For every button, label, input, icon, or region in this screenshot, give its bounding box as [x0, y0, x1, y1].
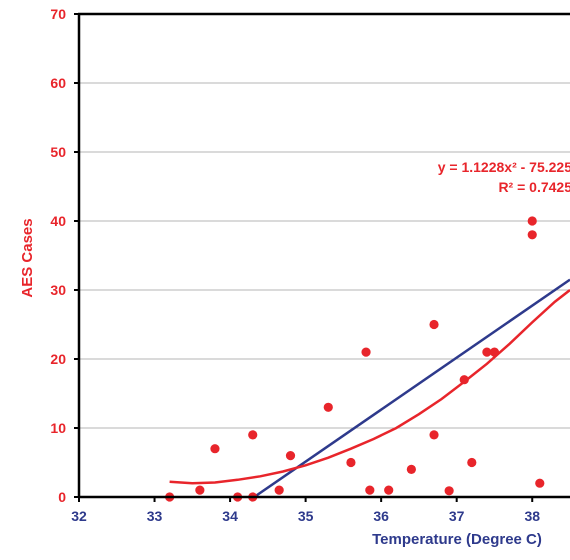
y-axis-title: AES Cases — [19, 218, 36, 297]
axes — [74, 12, 570, 502]
y-tick-label-10: 10 — [50, 420, 66, 436]
y-tick-label-40: 40 — [50, 213, 66, 229]
data-point-2 — [210, 444, 220, 454]
data-point-18 — [467, 457, 477, 468]
data-point-22 — [527, 230, 537, 240]
x-tick-label-35: 35 — [298, 508, 314, 524]
trend-lines — [169, 278, 570, 499]
data-point-7 — [285, 451, 296, 461]
r-squared-annotation: R² = 0.7425 — [498, 179, 570, 195]
data-point-12 — [384, 485, 394, 495]
x-tick-label-34: 34 — [222, 508, 238, 524]
data-point-5 — [248, 430, 258, 440]
y-tick-label-60: 60 — [50, 75, 66, 91]
data-point-10 — [361, 347, 371, 357]
y-tick-label-20: 20 — [50, 351, 66, 367]
y-tick-label-0: 0 — [58, 489, 66, 505]
data-point-20 — [489, 347, 500, 357]
x-tick-label-33: 33 — [147, 508, 163, 524]
data-point-6 — [274, 485, 284, 495]
polynomial-trend-line — [169, 289, 570, 485]
data-point-19 — [482, 347, 492, 357]
y-tick-labels: 0 10 20 30 40 50 60 70 — [50, 6, 66, 505]
data-point-16 — [444, 486, 454, 496]
x-tick-label-37: 37 — [449, 508, 465, 524]
data-point-9 — [346, 457, 356, 468]
y-tick-label-50: 50 — [50, 144, 66, 160]
data-point-11 — [365, 485, 375, 495]
data-point-14 — [429, 319, 439, 330]
data-point-17 — [459, 375, 469, 385]
data-point-13 — [406, 464, 416, 474]
data-point-23 — [535, 478, 545, 488]
x-tick-label-38: 38 — [524, 508, 540, 524]
gridlines — [79, 13, 570, 429]
data-point-15 — [429, 430, 439, 440]
y-tick-label-30: 30 — [50, 282, 66, 298]
linear-trend-line — [253, 278, 570, 499]
equation-annotation: y = 1.1228x² - 75.225 — [438, 159, 570, 175]
x-tick-labels: 32 33 34 35 36 37 38 — [71, 508, 540, 524]
x-axis-title: Temperature (Degree C) — [372, 531, 542, 548]
x-tick-label-32: 32 — [71, 508, 87, 524]
data-point-21 — [527, 216, 537, 226]
data-point-8 — [323, 402, 333, 412]
x-tick-label-36: 36 — [373, 508, 389, 524]
data-point-1 — [195, 485, 205, 495]
y-tick-label-70: 70 — [50, 6, 66, 22]
